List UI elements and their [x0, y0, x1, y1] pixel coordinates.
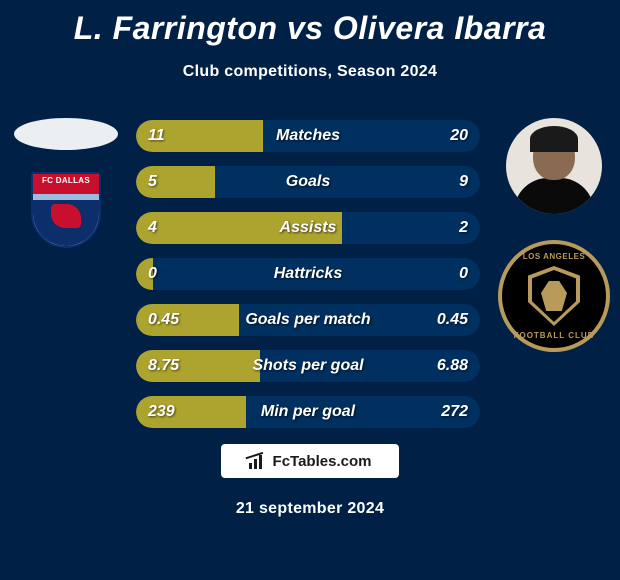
crest-wing-icon [541, 281, 567, 311]
stat-row: Shots per goal8.756.88 [136, 350, 480, 382]
crest-shield [528, 266, 580, 326]
stat-row: Goals5 9 [136, 166, 480, 198]
avatar-body [514, 178, 594, 214]
stat-value-right: 6.88 [425, 350, 480, 382]
stat-value-left: 0.45 [136, 304, 191, 336]
comparison-title: L. Farrington vs Olivera Ibarra [0, 0, 620, 47]
stat-label: Hattricks [136, 258, 480, 290]
avatar-hair [530, 126, 578, 152]
stat-value-left: 0 [136, 258, 169, 290]
stat-value-right: 0.45 [425, 304, 480, 336]
stat-value-right: 9 [447, 166, 480, 198]
stat-row: Matches11 20 [136, 120, 480, 152]
right-player-column: LOS ANGELES FOOTBALL CLUB [494, 118, 614, 352]
right-player-avatar [506, 118, 602, 214]
snapshot-date: 21 september 2024 [0, 500, 620, 518]
stat-value-right: 20 [438, 120, 480, 152]
stat-value-left: 5 [136, 166, 169, 198]
stat-value-left: 4 [136, 212, 169, 244]
stat-value-right: 0 [447, 258, 480, 290]
stat-value-right: 272 [429, 396, 480, 428]
chart-icon [249, 453, 267, 469]
stat-row: Hattricks0 0 [136, 258, 480, 290]
source-brand: FcTables.com [273, 453, 372, 470]
left-club-crest: FC DALLAS [31, 172, 101, 248]
stats-container: Matches11 20 Goals5 9 Assists4 2 Hattricks0 0 Go… [136, 120, 480, 442]
crest-label: FC DALLAS [33, 176, 99, 185]
crest-ring-bottom: FOOTBALL CLUB [502, 331, 606, 340]
stat-value-right: 2 [447, 212, 480, 244]
crest-ring-top: LOS ANGELES [502, 252, 606, 261]
stat-label: Matches [136, 120, 480, 152]
stat-value-left: 8.75 [136, 350, 191, 382]
stat-label: Goals [136, 166, 480, 198]
crest-shield-inner [532, 270, 576, 322]
left-player-column: FC DALLAS [6, 118, 126, 248]
stat-value-left: 11 [136, 120, 177, 152]
comparison-subtitle: Club competitions, Season 2024 [0, 63, 620, 81]
stat-row: Min per goal239272 [136, 396, 480, 428]
left-player-avatar [14, 118, 118, 150]
crest-emblem [51, 204, 81, 228]
stat-value-left: 239 [136, 396, 187, 428]
right-club-crest: LOS ANGELES FOOTBALL CLUB [498, 240, 610, 352]
stat-row: Assists4 2 [136, 212, 480, 244]
stat-label: Assists [136, 212, 480, 244]
stat-row: Goals per match0.450.45 [136, 304, 480, 336]
crest-stripe [33, 194, 99, 200]
source-badge: FcTables.com [221, 444, 399, 478]
